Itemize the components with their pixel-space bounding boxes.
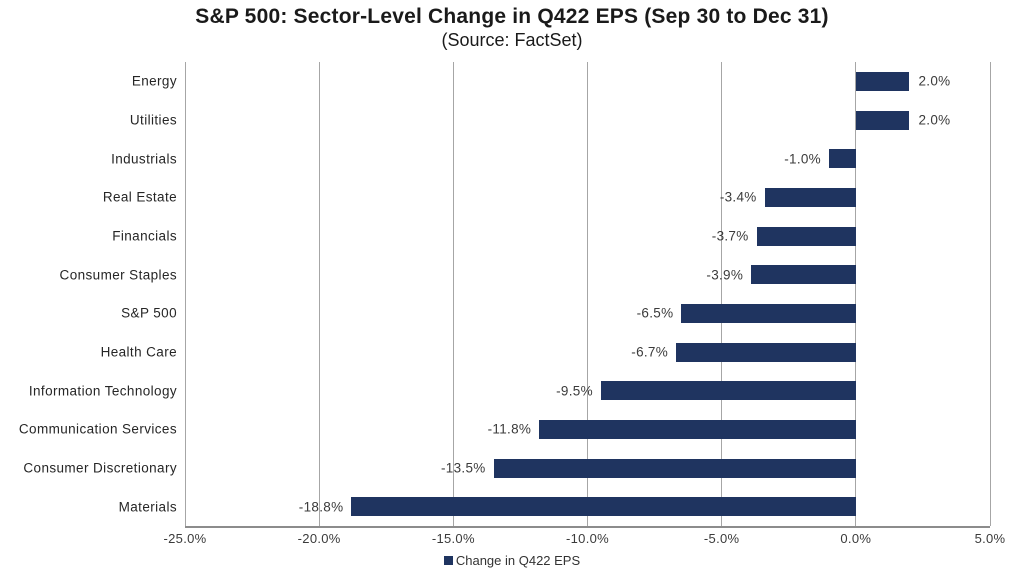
category-label-real-estate: Real Estate (102, 189, 177, 205)
bar-financials (756, 226, 856, 246)
value-label-industrials: -1.0% (784, 151, 821, 167)
category-label-s-p-500: S&P 500 (121, 305, 177, 321)
bar-consumer-discretionary (493, 458, 856, 478)
legend: Change in Q422 EPS (0, 553, 1024, 568)
x-tick-label-5: 0.0% (840, 531, 872, 546)
x-tick-label-1: -20.0% (297, 531, 341, 546)
value-axis: -25.0% -20.0% -15.0% -10.0% -5.0% 0.0% 5.0% (164, 531, 1006, 549)
gridline-3 (587, 62, 588, 526)
category-label-consumer-staples: Consumer Staples (59, 267, 177, 283)
gridline-1 (318, 62, 320, 526)
category-label-energy: Energy (131, 73, 177, 89)
bar-communication-services (539, 419, 856, 439)
value-label-consumer-discretionary: -13.5% (441, 460, 486, 476)
value-label-financials: -3.7% (711, 228, 749, 244)
x-tick-label-2: -15.0% (431, 531, 475, 546)
x-tick-label-4: -5.0% (703, 531, 740, 546)
category-label-utilities: Utilities (129, 112, 177, 128)
value-label-energy: 2.0% (918, 73, 951, 89)
gridline-2 (452, 62, 454, 526)
chart-title: S&P 500: Sector-Level Change in Q422 EPS… (195, 5, 829, 28)
plot-area: 2.0% 2.0% -1.0% -3.4% -3.7% -3.9% -6.5% -6.7% -9… (184, 62, 991, 528)
category-label-health-care: Health Care (100, 344, 177, 360)
bar-materials (351, 497, 856, 517)
gridline-5 (855, 62, 857, 526)
bar-real-estate (764, 187, 856, 207)
value-label-information-technology: -9.5% (556, 383, 593, 399)
legend-label: Change in Q422 EPS (455, 553, 581, 568)
x-tick-label-6: 5.0% (974, 531, 1006, 546)
value-label-real-estate: -3.4% (719, 189, 757, 205)
category-label-communication-services: Communication Services (18, 421, 177, 437)
bar-information-technology (600, 381, 856, 401)
category-axis: Energy Utilities Industrials Real Estate Fin… (0, 62, 177, 526)
category-label-financials: Financials (112, 228, 177, 244)
chart-subtitle: (Source: FactSet) (441, 30, 583, 50)
bar-energy (855, 71, 910, 91)
bar-industrials (829, 149, 856, 169)
value-label-consumer-staples: -3.9% (706, 267, 744, 283)
value-label-health-care: -6.7% (631, 344, 669, 360)
x-tick-label-3: -10.0% (566, 531, 609, 546)
value-label-utilities: 2.0% (918, 112, 951, 128)
category-label-consumer-discretionary: Consumer Discretionary (23, 460, 177, 476)
bar-consumer-staples (751, 265, 856, 285)
bar-utilities (855, 110, 910, 130)
value-label-s-p-500: -6.5% (636, 305, 674, 321)
bar-s-p-500 (681, 303, 856, 323)
category-label-materials: Materials (118, 499, 177, 515)
legend-swatch-icon (443, 556, 453, 565)
x-tick-label-0: -25.0% (163, 531, 207, 546)
value-label-communication-services: -11.8% (487, 421, 532, 437)
category-label-industrials: Industrials (111, 151, 177, 167)
bar-health-care (676, 342, 856, 362)
value-label-materials: -18.8% (298, 499, 344, 515)
gridline-6 (989, 62, 991, 526)
category-label-information-technology: Information Technology (28, 383, 177, 399)
gridline-0 (184, 62, 186, 526)
gridline-4 (721, 62, 723, 526)
